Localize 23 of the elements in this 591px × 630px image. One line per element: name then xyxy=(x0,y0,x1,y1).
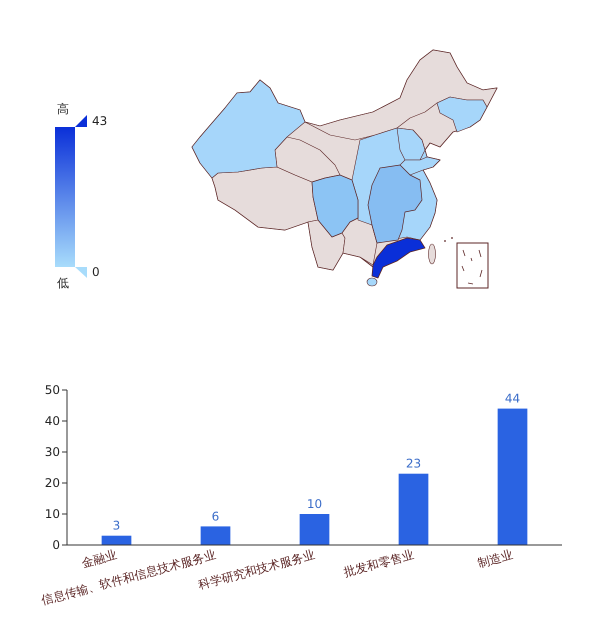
bar xyxy=(102,536,132,545)
x-tick-label: 批发和零售业 xyxy=(342,547,416,580)
data-label: 23 xyxy=(406,456,422,471)
bar xyxy=(200,526,230,545)
bar xyxy=(398,474,428,545)
data-label: 44 xyxy=(504,392,520,406)
text: 0 xyxy=(92,265,100,280)
text: 低 xyxy=(57,276,69,290)
y-tick-label: 30 xyxy=(44,445,60,460)
y-tick-label: 40 xyxy=(44,414,60,428)
y-tick-label: 0 xyxy=(52,538,60,552)
data-label: 10 xyxy=(306,497,322,511)
data-label: 3 xyxy=(112,518,120,533)
y-tick-label: 20 xyxy=(44,476,60,490)
y-tick-label: 50 xyxy=(44,383,60,398)
bar xyxy=(300,514,330,545)
x-tick-label: 金融业 xyxy=(80,547,118,570)
bar xyxy=(498,408,528,545)
text: 43 xyxy=(92,114,108,128)
text: 高 xyxy=(57,102,69,116)
y-tick-label: 10 xyxy=(44,507,60,522)
data-label: 6 xyxy=(212,509,220,524)
x-tick-label: 制造业 xyxy=(476,547,514,570)
